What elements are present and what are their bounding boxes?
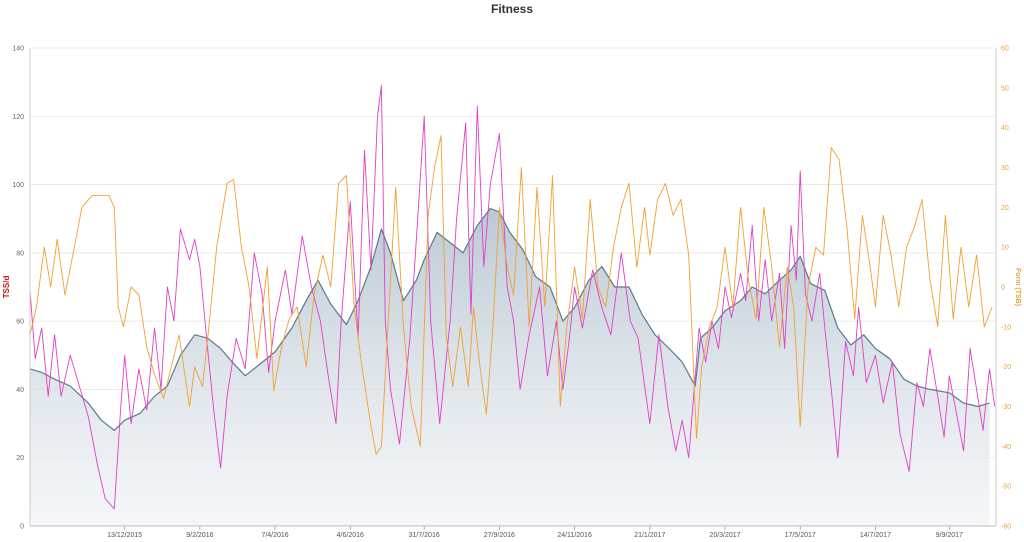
x-tick-label: 17/5/2017 <box>785 532 816 539</box>
y-right-tick-label: -50 <box>1001 484 1011 491</box>
form-line <box>29 135 993 455</box>
fitness-area-fill <box>30 208 990 526</box>
y-right-tick-label: 0 <box>1001 285 1005 292</box>
y-left-axis-title: TSS/d <box>2 276 11 299</box>
y-right-tick-label: 50 <box>1001 85 1009 92</box>
y-right-tick-label: 60 <box>1001 46 1009 53</box>
y-left-tick-label: 40 <box>16 387 24 394</box>
y-right-tick-label: 30 <box>1001 165 1009 172</box>
series-lines <box>29 85 996 510</box>
y-left-tick-label: 120 <box>12 114 24 121</box>
y-left-tick-label: 60 <box>16 319 24 326</box>
y-right-tick-label: 20 <box>1001 205 1009 212</box>
axes: 0 20 40 60 80 100 120 140 -60 -50 -40 -30 -20 -10 0 10 2… <box>2 46 1021 540</box>
y-left-tick-label: 0 <box>20 524 24 531</box>
x-tick-label: 13/12/2015 <box>107 532 142 539</box>
y-right-tick-label: -10 <box>1001 324 1011 331</box>
x-tick-label: 27/9/2016 <box>484 532 515 539</box>
fitness-line <box>29 207 990 431</box>
y-right-axis-title: Form (TSB) <box>1014 268 1021 306</box>
x-tick-label: 9/9/2017 <box>936 532 963 539</box>
y-right-tick-label: -20 <box>1001 364 1011 371</box>
y-right-tick-label: -40 <box>1001 444 1011 451</box>
x-tick-label: 31/7/2016 <box>409 532 440 539</box>
x-tick-label: 9/2/2016 <box>186 532 213 539</box>
x-tick-label: 21/1/2017 <box>634 532 665 539</box>
y-left-tick-label: 80 <box>16 250 24 257</box>
x-tick-label: 24/11/2016 <box>557 532 592 539</box>
fatigue-line <box>29 85 996 510</box>
y-right-tick-label: 10 <box>1001 245 1009 252</box>
x-tick-label: 14/7/2017 <box>860 532 891 539</box>
fitness-area <box>30 208 990 526</box>
y-left-tick-label: 140 <box>12 46 24 53</box>
y-right-tick-label: -60 <box>1001 524 1011 531</box>
chart-title: Fitness <box>490 2 533 16</box>
y-right-tick-label: -30 <box>1001 404 1011 411</box>
y-left-tick-label: 100 <box>12 182 24 189</box>
x-tick-label: 7/4/2016 <box>261 532 288 539</box>
x-tick-label: 4/6/2016 <box>337 532 364 539</box>
y-right-tick-label: 40 <box>1001 125 1009 132</box>
y-left-tick-label: 20 <box>16 455 24 462</box>
x-tick-label: 20/3/2017 <box>709 532 740 539</box>
